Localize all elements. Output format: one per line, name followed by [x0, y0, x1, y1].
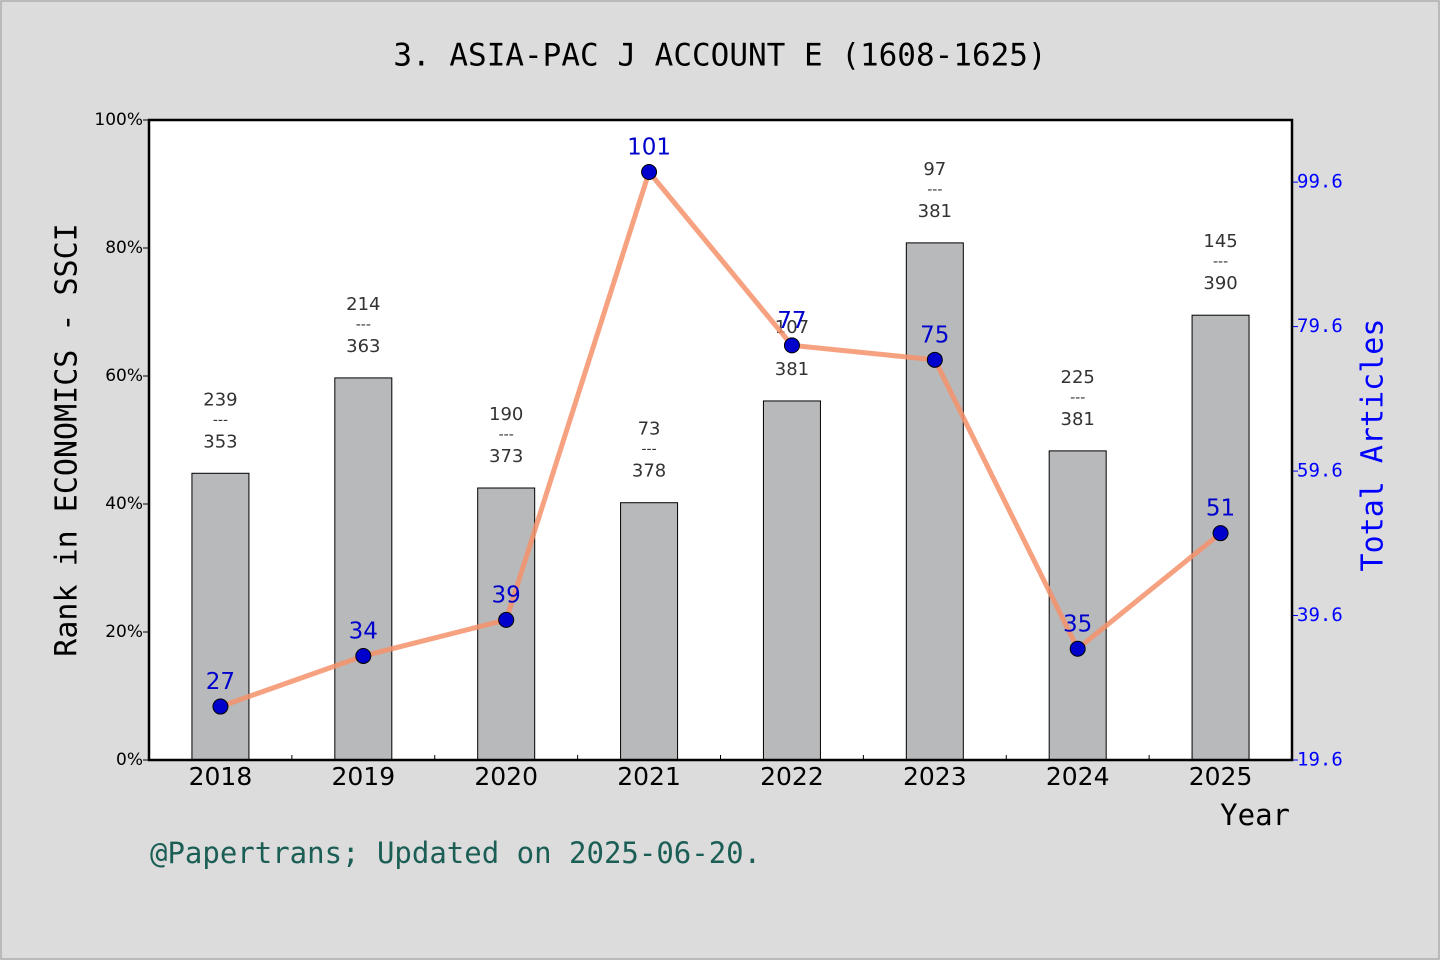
y-tick-label: 60% — [105, 366, 143, 386]
total-label: 381 — [918, 201, 952, 222]
point — [212, 698, 229, 715]
line — [219, 166, 1223, 709]
total-label: 381 — [775, 359, 809, 380]
y-tick-label: 100% — [94, 110, 143, 130]
x-tick-label: 2022 — [760, 762, 824, 791]
point-label: 34 — [349, 618, 378, 644]
x-axis-label: Year — [1220, 798, 1290, 832]
separator: --- — [1213, 254, 1228, 270]
point-label: 75 — [920, 322, 949, 348]
x-tick-label: 2018 — [189, 762, 253, 791]
total-label: 373 — [489, 446, 523, 467]
y-axis-label: Rank in ECONOMICS - SSCI — [50, 223, 85, 656]
plot-frame — [147, 118, 1294, 762]
bar — [762, 400, 821, 761]
point — [926, 351, 943, 368]
separator: --- — [641, 442, 656, 458]
footer: @Papertrans; Updated on 2025-06-20. — [150, 836, 761, 870]
rank-label: 225 — [1061, 367, 1095, 388]
total-label: 363 — [346, 336, 380, 357]
point — [641, 164, 658, 181]
x-tick-label: 2024 — [1046, 762, 1110, 791]
bar — [191, 472, 250, 761]
y2-axis-label: Total Articles — [1356, 319, 1391, 572]
x-tick-label: 2020 — [474, 762, 538, 791]
point — [355, 647, 372, 664]
total-label: 390 — [1203, 273, 1237, 294]
rank-label: 190 — [489, 404, 523, 425]
rank-label: 239 — [203, 389, 237, 410]
total-label: 353 — [203, 431, 237, 452]
point-label: 39 — [492, 582, 521, 608]
rank-label: 73 — [638, 419, 661, 440]
y-tick-label: 20% — [105, 622, 143, 642]
point-label: 35 — [1063, 611, 1092, 637]
bar — [620, 502, 679, 761]
separator: --- — [356, 317, 371, 333]
bar — [905, 242, 964, 761]
point — [783, 337, 800, 354]
y2-tick-label: 59.6 — [1297, 460, 1343, 482]
y2-tick-label: 79.6 — [1297, 315, 1343, 337]
x-tick-label: 2023 — [903, 762, 967, 791]
point-label: 51 — [1206, 496, 1235, 522]
total-label: 381 — [1061, 409, 1095, 430]
y-tick-label: 80% — [105, 238, 143, 258]
rank-label: 145 — [1203, 231, 1237, 252]
total-label: 378 — [632, 461, 666, 482]
point — [1069, 640, 1086, 657]
x-tick-label: 2021 — [617, 762, 681, 791]
x-tick-label: 2019 — [332, 762, 396, 791]
y-tick-label: 0% — [116, 750, 143, 770]
separator: --- — [213, 412, 228, 428]
point-label: 77 — [777, 308, 806, 334]
y2-tick-label: 99.6 — [1297, 171, 1343, 193]
point-label: 101 — [627, 135, 671, 161]
y-tick-label: 40% — [105, 494, 143, 514]
point — [1212, 525, 1229, 542]
rank-label: 214 — [346, 294, 380, 315]
y2-tick-label: 19.6 — [1297, 749, 1343, 771]
plot-background — [149, 120, 1292, 760]
chart-title: 3. ASIA-PAC J ACCOUNT E (1608-1625) — [393, 38, 1046, 74]
separator: --- — [927, 182, 942, 198]
rank-label: 97 — [923, 159, 946, 180]
separator: --- — [1070, 390, 1085, 406]
separator: --- — [499, 427, 514, 443]
y2-tick-label: 39.6 — [1297, 604, 1343, 626]
x-tick-label: 2025 — [1189, 762, 1253, 791]
point-label: 27 — [206, 669, 235, 695]
bar — [334, 377, 393, 761]
point — [498, 611, 515, 628]
